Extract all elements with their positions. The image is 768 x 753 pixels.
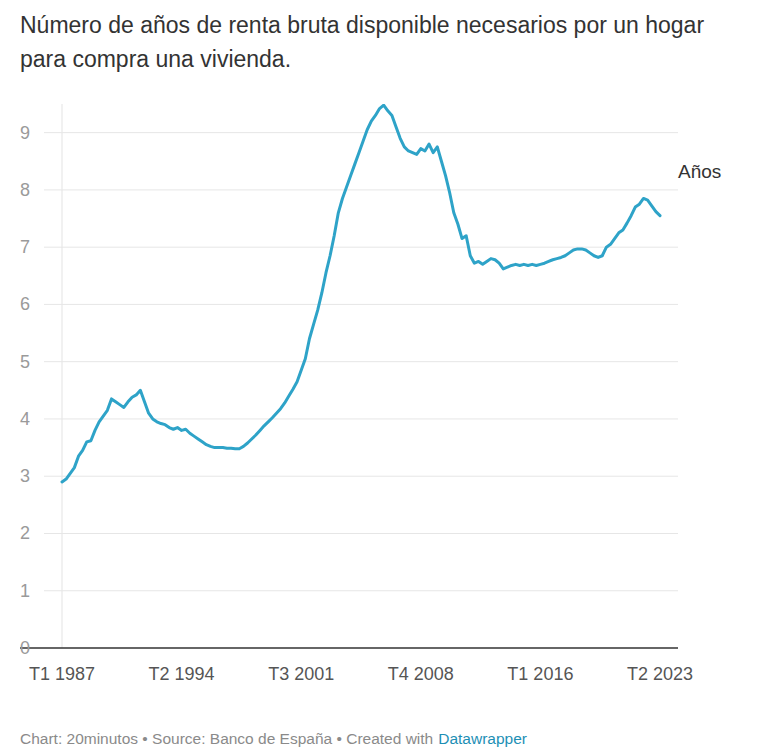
- grid-line: [44, 132, 678, 133]
- baseline: [20, 647, 678, 649]
- grid-line: [44, 590, 678, 591]
- grid-line: [44, 189, 678, 190]
- y-tick-label: 2: [20, 523, 30, 543]
- y-tick-label: 3: [20, 466, 30, 486]
- chart-canvas: 0 1 2 3 4 5 6 7 8 9 T1 1987 T2 1994 T3 2001 T4 2008 T1…: [0, 0, 768, 753]
- y-tick-label: 7: [20, 237, 30, 257]
- grid-line: [44, 476, 678, 477]
- y-tick-label: 0: [20, 638, 30, 658]
- y-tick-label: 4: [20, 409, 30, 429]
- y-tick-label: 5: [20, 352, 30, 372]
- x-tick-label: T2 1994: [149, 664, 215, 684]
- x-tick-label: T4 2008: [388, 664, 454, 684]
- x-tick-label: T1 2016: [507, 664, 573, 684]
- grid-line: [44, 361, 678, 362]
- data-line: [62, 105, 660, 482]
- series-label: Años: [678, 161, 721, 182]
- plot-area: [62, 105, 660, 482]
- x-tick-label: T2 2023: [627, 664, 693, 684]
- credit: Chart: 20minutos • Source: Banco de Espa…: [20, 730, 433, 747]
- y-axis-line: [62, 104, 63, 648]
- y-tick-label: 6: [20, 294, 30, 314]
- credit-link[interactable]: Datawrapper: [438, 730, 527, 747]
- grid-line: [44, 247, 678, 248]
- grid-line: [44, 533, 678, 534]
- y-tick-label: 9: [20, 123, 30, 143]
- chart-title: Número de años de renta bruta disponible…: [20, 8, 740, 76]
- x-tick-label: T1 1987: [29, 664, 95, 684]
- y-tick-label: 1: [20, 581, 30, 601]
- grid-line: [44, 418, 678, 419]
- y-tick-label: 8: [20, 180, 30, 200]
- x-tick-label: T3 2001: [268, 664, 334, 684]
- grid-line: [44, 304, 678, 305]
